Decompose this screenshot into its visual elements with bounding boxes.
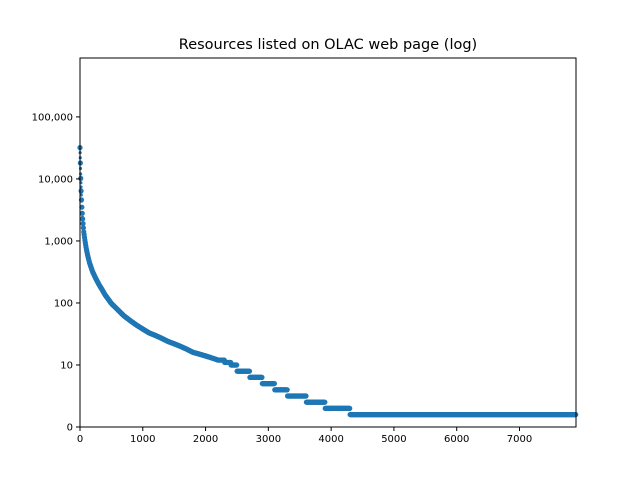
- data-point: [80, 215, 85, 219]
- x-tick-label: 3000: [256, 434, 281, 445]
- chart-title: Resources listed on OLAC web page (log): [179, 37, 477, 53]
- data-point: [271, 380, 277, 387]
- data-point: [83, 239, 87, 243]
- y-tick-label: 10: [60, 360, 73, 371]
- x-tick-label: 7000: [507, 434, 532, 445]
- x-tick-label: 0: [77, 434, 83, 445]
- data-point: [81, 223, 85, 227]
- data-point: [246, 368, 253, 374]
- data-point: [82, 234, 86, 239]
- x-tick-label: 5000: [381, 434, 406, 445]
- data-point: [84, 243, 88, 247]
- data-point: [80, 205, 84, 209]
- data-point: [259, 374, 265, 380]
- data-point: [79, 199, 84, 203]
- data-point: [284, 387, 290, 393]
- y-tick-label: 100: [54, 298, 73, 309]
- x-tick-label: 2000: [193, 434, 218, 445]
- x-axis: 0 1000 2000 3000 4000 5000 6000 7000: [77, 427, 532, 445]
- plot-frame: [79, 57, 577, 428]
- y-tick-label: 100,000: [32, 112, 73, 123]
- data-point: [80, 225, 86, 231]
- y-tick-label: 0: [67, 423, 73, 434]
- data-point: [82, 230, 86, 234]
- y-axis: 0 10 100 1,000 10,000 100,000: [32, 112, 80, 434]
- data-point: [78, 166, 83, 171]
- x-tick-label: 4000: [318, 434, 343, 445]
- y-tick-label: 10,000: [38, 174, 73, 185]
- x-tick-label: 6000: [444, 434, 469, 445]
- data-point: [303, 393, 309, 399]
- data-series: [77, 145, 579, 418]
- data-point: [322, 399, 328, 405]
- data-point: [80, 210, 84, 214]
- data-point: [347, 405, 353, 411]
- data-point: [234, 362, 240, 368]
- y-tick-label: 1,000: [44, 236, 73, 247]
- x-tick-label: 1000: [130, 434, 155, 445]
